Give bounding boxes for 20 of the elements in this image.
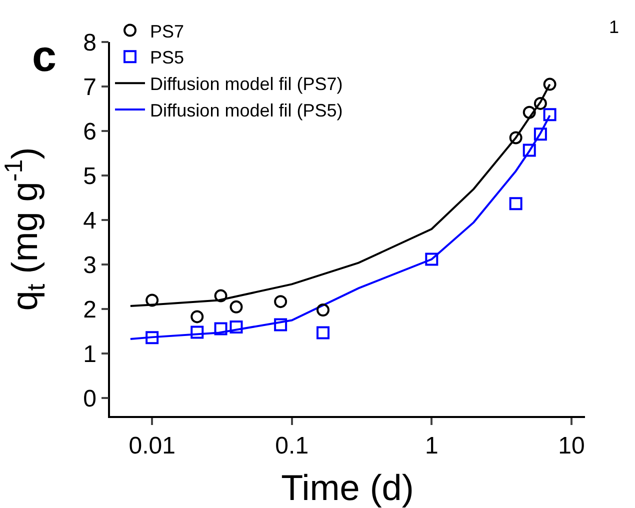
- x-axis-title: Time (d): [281, 467, 414, 508]
- y-tick-label: 6: [83, 118, 96, 146]
- y-tick-label: 3: [83, 252, 96, 280]
- y-tick-label: 7: [83, 74, 96, 101]
- x-tick-label: 0.1: [275, 432, 309, 460]
- y-tick-label: 5: [83, 162, 96, 190]
- legend-label: Diffusion model fil (PS7): [150, 74, 343, 94]
- legend-label: PS7: [150, 21, 184, 42]
- text: 1: [609, 17, 620, 37]
- legend-label: PS5: [150, 48, 184, 68]
- y-tick-label: 8: [83, 29, 96, 56]
- y-tick-label: 0: [83, 386, 96, 413]
- x-tick-label: 10: [558, 432, 585, 460]
- x-tick-label: 1: [424, 432, 438, 460]
- y-tick-label: 2: [83, 296, 96, 324]
- y-tick-label: 1: [83, 341, 96, 368]
- text: c: [32, 32, 56, 81]
- y-tick-label: 4: [83, 208, 96, 234]
- x-tick-label: 0.01: [128, 432, 176, 460]
- legend-label: Diffusion model fil (PS5): [150, 100, 343, 120]
